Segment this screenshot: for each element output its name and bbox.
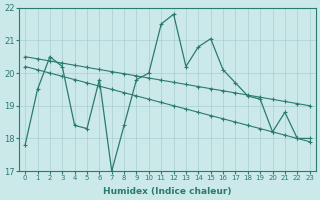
X-axis label: Humidex (Indice chaleur): Humidex (Indice chaleur) bbox=[103, 187, 232, 196]
